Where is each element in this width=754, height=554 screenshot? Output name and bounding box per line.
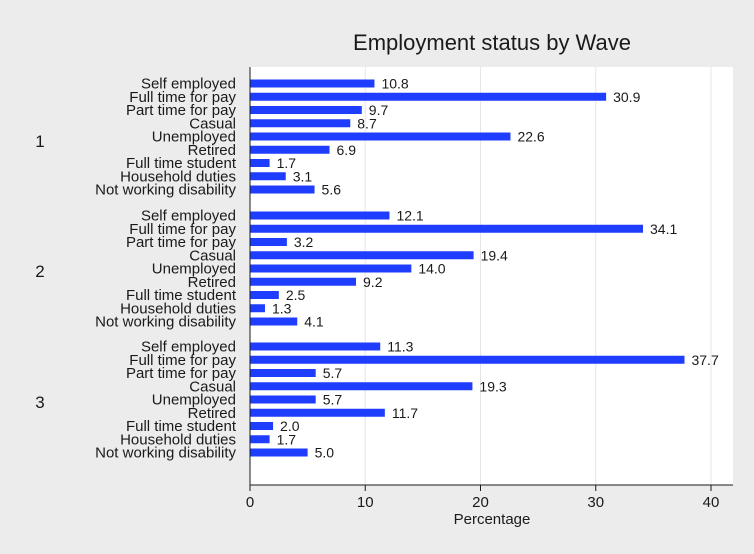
bar-wave1-5 <box>250 145 330 154</box>
bar-wave2-8 <box>250 317 298 326</box>
bars-layer <box>250 79 685 457</box>
category-label-wave1-8: Not working disability <box>95 182 236 199</box>
bar-wave1-3 <box>250 119 351 128</box>
group-label-2: 2 <box>35 262 44 281</box>
x-axis-label: Percentage <box>454 511 531 528</box>
value-label-wave3-1: 37.7 <box>691 352 718 368</box>
bar-wave3-0 <box>250 342 381 351</box>
labels-layer: 10.8 Self employed 30.9 Full time for pay 9.… <box>35 76 719 462</box>
bar-wave3-7 <box>250 435 270 444</box>
value-label-wave3-0: 11.3 <box>387 339 413 355</box>
bar-wave1-8 <box>250 185 315 194</box>
bar-wave2-6 <box>250 291 279 299</box>
category-label-wave1-4: Unemployed <box>152 129 236 146</box>
bar-wave3-4 <box>250 395 316 404</box>
bar-wave2-0 <box>250 211 390 220</box>
category-label-wave2-2: Part time for pay <box>126 234 237 251</box>
value-label-wave1-8: 5.6 <box>322 182 342 198</box>
bar-wave1-4 <box>250 132 511 141</box>
category-label-wave1-5: Retired <box>188 142 236 159</box>
x-tick-label-10: 10 <box>357 494 374 511</box>
value-label-wave3-3: 19.3 <box>479 378 506 394</box>
value-label-wave1-6: 1.7 <box>277 155 297 171</box>
bar-wave2-3 <box>250 251 474 260</box>
bar-wave2-5 <box>250 277 357 286</box>
category-label-wave1-1: Full time for pay <box>129 89 236 106</box>
bar-wave3-2 <box>250 369 316 377</box>
category-label-wave3-5: Retired <box>188 405 236 422</box>
value-label-wave2-6: 2.5 <box>286 287 306 303</box>
category-label-wave2-1: Full time for pay <box>129 221 236 238</box>
bar-wave3-6 <box>250 422 274 430</box>
category-label-wave3-0: Self employed <box>141 339 236 356</box>
bar-wave1-0 <box>250 79 375 88</box>
x-tick-label-30: 30 <box>587 494 604 511</box>
x-tick-label-40: 40 <box>703 494 720 511</box>
value-label-wave3-2: 5.7 <box>323 365 343 381</box>
group-label-1: 1 <box>35 132 44 151</box>
category-label-wave3-7: Household duties <box>120 431 236 448</box>
bar-wave3-1 <box>250 355 685 364</box>
bar-wave2-4 <box>250 264 412 273</box>
bar-wave3-5 <box>250 408 385 417</box>
bar-wave1-2 <box>250 106 362 114</box>
category-label-wave2-7: Household duties <box>120 300 236 317</box>
category-label-wave2-0: Self employed <box>141 208 236 225</box>
value-label-wave3-7: 1.7 <box>277 431 297 447</box>
category-label-wave2-5: Retired <box>188 274 236 291</box>
value-label-wave1-1: 30.9 <box>613 89 640 105</box>
value-label-wave2-8: 4.1 <box>304 314 324 330</box>
value-label-wave2-0: 12.1 <box>396 208 423 224</box>
value-label-wave1-2: 9.7 <box>369 102 389 118</box>
value-label-wave1-5: 6.9 <box>337 142 357 158</box>
category-label-wave2-8: Not working disability <box>95 314 236 331</box>
chart-title: Employment status by Wave <box>353 30 631 55</box>
value-label-wave2-1: 34.1 <box>650 221 677 237</box>
x-tick-label-0: 0 <box>246 494 254 511</box>
category-label-wave1-3: Casual <box>189 115 236 132</box>
bar-wave2-1 <box>250 224 644 233</box>
category-label-wave2-3: Casual <box>189 247 236 264</box>
bar-wave1-6 <box>250 159 270 167</box>
ticks-layer: 0 10 20 30 40 <box>246 485 720 511</box>
value-label-wave3-6: 2.0 <box>280 418 300 434</box>
value-label-wave1-7: 3.1 <box>293 168 313 184</box>
category-label-wave1-7: Household duties <box>120 168 236 185</box>
x-tick-label-20: 20 <box>472 494 489 511</box>
category-label-wave1-2: Part time for pay <box>126 102 237 119</box>
bar-wave3-3 <box>250 382 473 391</box>
bar-wave3-8 <box>250 448 308 457</box>
category-label-wave2-6: Full time student <box>126 287 237 304</box>
category-label-wave3-2: Part time for pay <box>126 365 237 382</box>
value-label-wave1-4: 22.6 <box>517 129 544 145</box>
value-label-wave2-3: 19.4 <box>481 247 508 263</box>
plot-area <box>250 67 733 485</box>
group-label-3: 3 <box>35 393 44 412</box>
bar-wave1-7 <box>250 172 286 181</box>
value-label-wave2-7: 1.3 <box>272 300 292 316</box>
value-label-wave2-5: 9.2 <box>363 274 383 290</box>
category-label-wave2-4: Unemployed <box>152 261 236 278</box>
bar-wave2-7 <box>250 304 265 313</box>
category-label-wave3-3: Casual <box>189 378 236 395</box>
category-label-wave1-0: Self employed <box>141 76 236 93</box>
value-label-wave3-4: 5.7 <box>323 392 343 408</box>
category-label-wave3-1: Full time for pay <box>129 352 236 369</box>
value-label-wave3-8: 5.0 <box>315 445 335 461</box>
category-label-wave1-6: Full time student <box>126 155 237 172</box>
value-label-wave3-5: 11.7 <box>392 405 418 421</box>
value-label-wave2-2: 3.2 <box>294 234 314 250</box>
value-label-wave1-3: 8.7 <box>357 115 377 131</box>
bar-wave1-1 <box>250 92 607 101</box>
bar-wave2-2 <box>250 238 287 246</box>
value-label-wave2-4: 14.0 <box>418 261 445 277</box>
category-label-wave3-6: Full time student <box>126 418 237 435</box>
value-label-wave1-0: 10.8 <box>381 76 408 92</box>
category-label-wave3-8: Not working disability <box>95 445 236 462</box>
category-label-wave3-4: Unemployed <box>152 392 236 409</box>
